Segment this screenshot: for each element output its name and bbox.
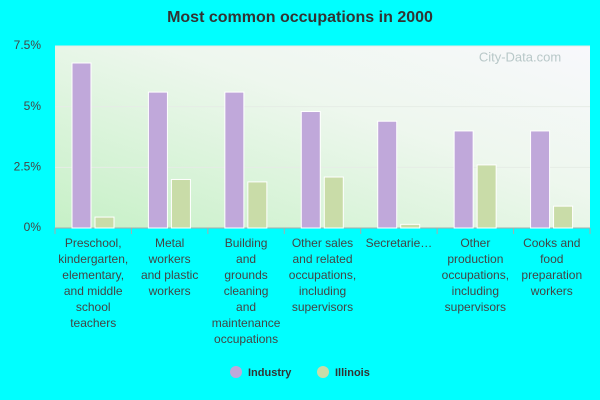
bar — [553, 205, 574, 229]
bar — [224, 91, 245, 229]
x-tick-label: Metal workers and plastic workers — [141, 236, 198, 298]
x-tick-label: Other sales and related occupations, includ… — [289, 236, 356, 314]
legend-label: Industry — [248, 367, 292, 379]
legend-label: Illinois — [335, 367, 370, 379]
bar — [476, 164, 497, 229]
y-tick-label: 7.5% — [14, 38, 42, 52]
y-tick-label: 5% — [24, 99, 42, 113]
x-tick-label: Preschool, kindergarten, elementary, and mi… — [58, 236, 128, 330]
bar — [170, 178, 191, 229]
y-tick-label: 2.5% — [14, 160, 42, 174]
x-tick-label: Other production occupations, including supe… — [442, 236, 509, 314]
x-tick-label: Secretarie… — [366, 236, 433, 250]
bar — [400, 223, 421, 229]
bar — [453, 130, 474, 229]
bar — [94, 216, 115, 229]
bar — [147, 91, 168, 229]
bar — [247, 181, 268, 229]
x-tick-label: Building and grounds cleaning and maintenance… — [212, 236, 281, 346]
chart-title: Most common occupations in 2000 — [167, 9, 433, 26]
bar — [377, 120, 398, 229]
watermark: City-Data.com — [479, 49, 561, 64]
y-tick-label: 0% — [24, 220, 42, 234]
bar — [323, 176, 344, 229]
legend-swatch — [317, 366, 329, 378]
bar — [300, 111, 321, 229]
bar — [71, 62, 92, 229]
x-tick-label: Cooks and food preparation workers — [521, 236, 582, 298]
bar — [530, 130, 551, 229]
legend-swatch — [230, 366, 242, 378]
plot-area — [55, 46, 590, 228]
